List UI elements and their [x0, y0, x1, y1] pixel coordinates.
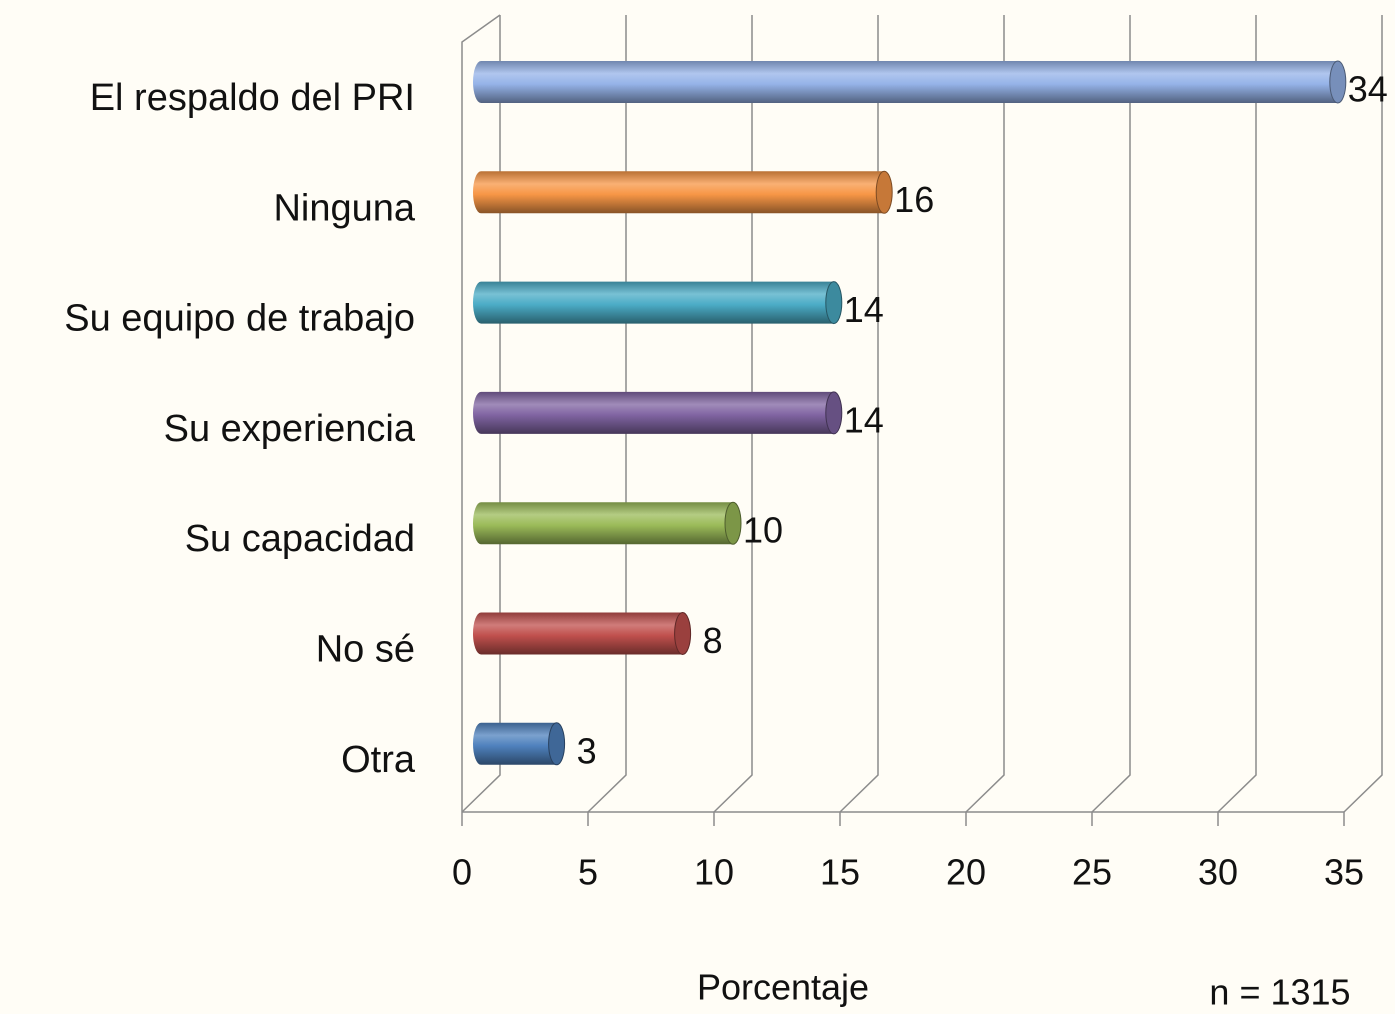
x-tick-label: 15 — [820, 852, 860, 893]
category-label: Su equipo de trabajo — [64, 298, 415, 340]
bar — [473, 612, 691, 655]
bar-cap — [724, 501, 742, 545]
bar-cap — [674, 612, 692, 655]
grid-line — [965, 15, 1005, 813]
bar-cap — [825, 281, 843, 325]
category-label: Otra — [341, 739, 416, 781]
bar-cap — [548, 722, 566, 766]
value-label: 14 — [844, 399, 884, 440]
x-tick-label: 20 — [946, 852, 986, 893]
bar-cap — [1329, 60, 1347, 104]
x-tick-label: 25 — [1072, 852, 1112, 893]
annotation: n = 1315 — [1209, 972, 1350, 1013]
x-tick-label: 0 — [452, 852, 472, 893]
x-tick-label: 30 — [1198, 852, 1238, 893]
bar — [473, 281, 842, 324]
x-axis-label: Porcentaje — [697, 967, 869, 1008]
bar — [473, 722, 565, 765]
value-label: 16 — [894, 179, 934, 220]
category-label: Su experiencia — [164, 408, 416, 450]
left-wall — [461, 14, 501, 812]
x-tick-label: 35 — [1324, 852, 1364, 893]
bar — [473, 61, 1346, 103]
bar — [473, 391, 842, 434]
value-label: 3 — [577, 730, 597, 771]
bar-cap — [825, 391, 843, 435]
category-label: El respaldo del PRI — [90, 77, 415, 119]
x-tick-label: 10 — [694, 852, 734, 893]
grid-line — [1217, 15, 1257, 813]
value-label: 34 — [1348, 69, 1388, 110]
x-tick-label: 5 — [578, 852, 598, 893]
grid-line — [1091, 15, 1131, 813]
bar-cap — [875, 170, 893, 214]
bar — [473, 171, 893, 214]
category-label: Ninguna — [273, 187, 415, 229]
value-label: 14 — [844, 289, 884, 330]
grid-line — [839, 15, 879, 813]
value-label: 8 — [703, 620, 723, 661]
grid-line — [713, 15, 753, 813]
category-label: Su capacidad — [185, 518, 415, 560]
grid-line — [461, 15, 501, 813]
grid-line — [587, 15, 627, 813]
grid-line — [1343, 15, 1383, 813]
bar — [473, 502, 741, 545]
category-label: No sé — [316, 629, 415, 671]
value-label: 10 — [743, 510, 783, 551]
